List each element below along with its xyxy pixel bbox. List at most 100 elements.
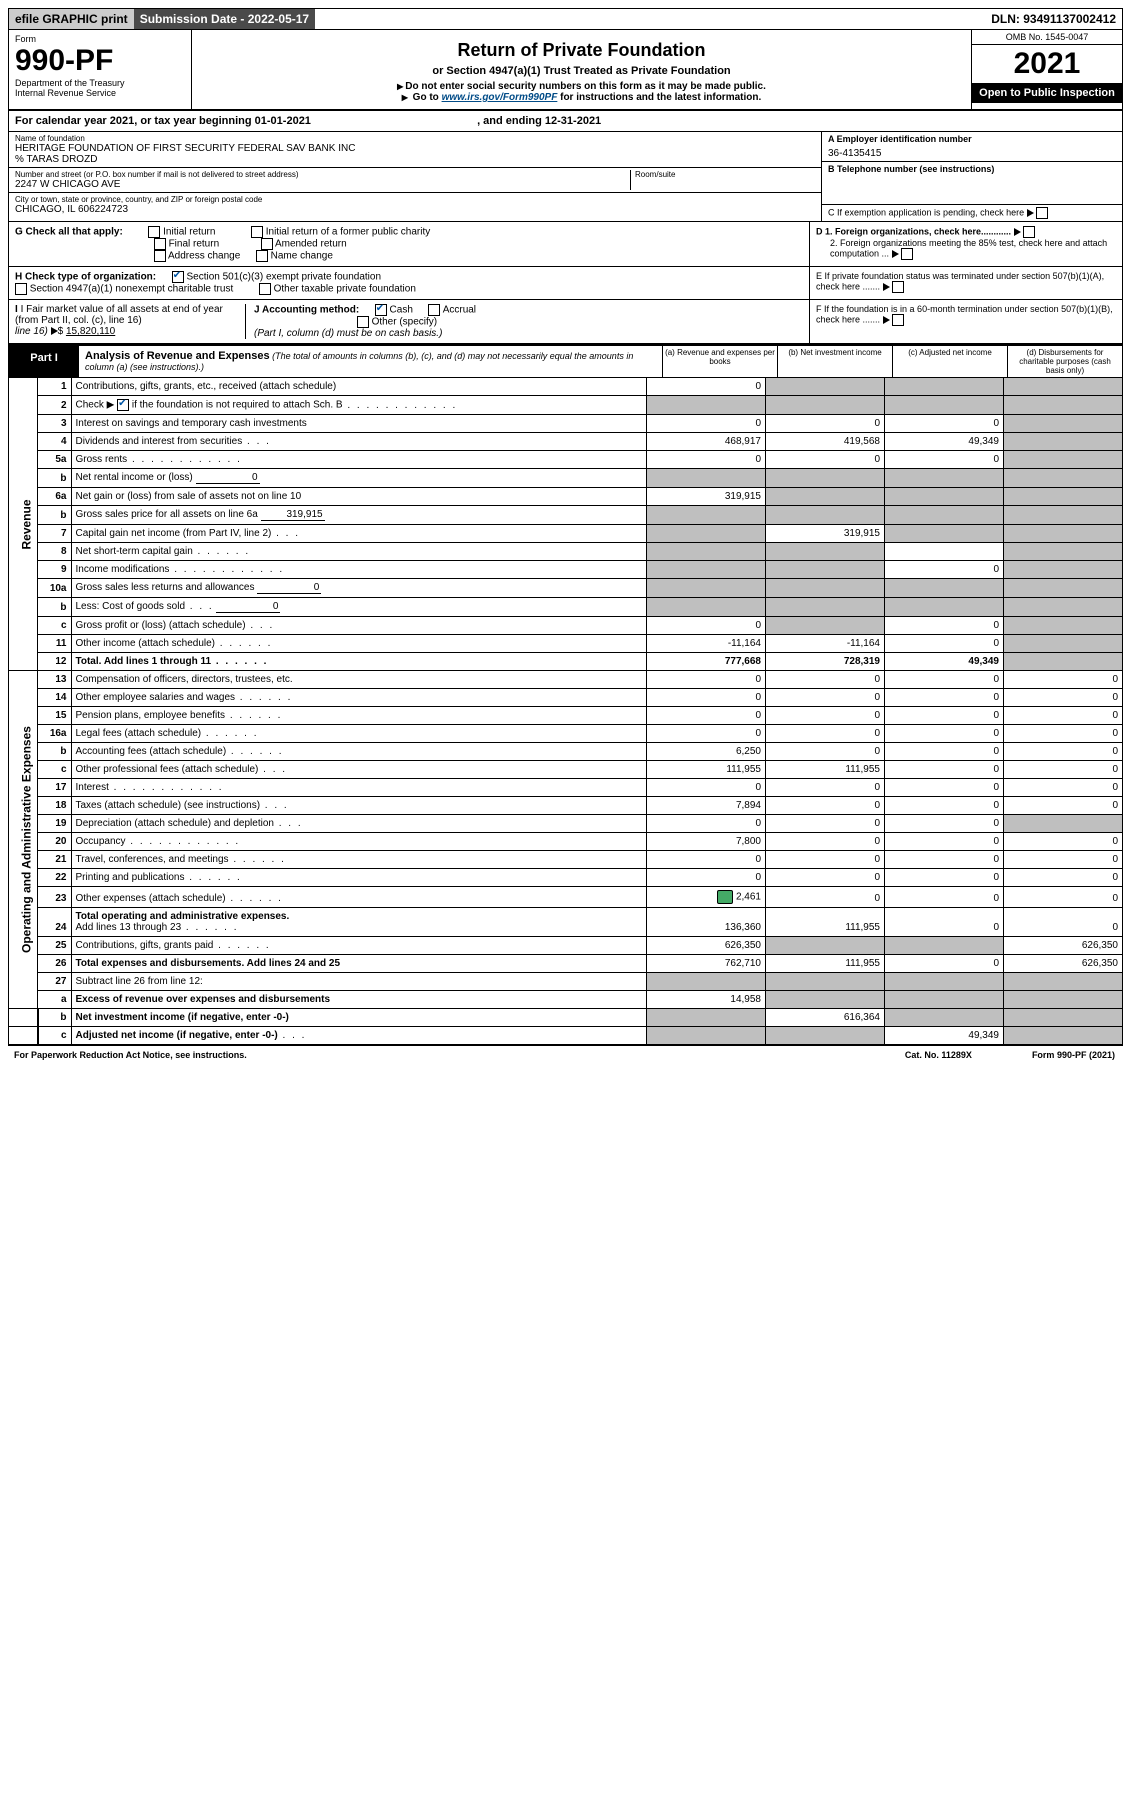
d1-checkbox[interactable] <box>1023 226 1035 238</box>
form-identity: Form 990-PF Department of the Treasury I… <box>9 30 192 109</box>
pending-cell: C If exemption application is pending, c… <box>822 205 1122 221</box>
e-label: E If private foundation status was termi… <box>816 271 1104 291</box>
col-b-header: (b) Net investment income <box>777 346 892 377</box>
city-cell: City or town, state or province, country… <box>9 193 821 217</box>
d2-label: 2. Foreign organizations meeting the 85%… <box>830 238 1107 258</box>
j-note: (Part I, column (d) must be on cash basi… <box>254 328 442 339</box>
h-other-checkbox[interactable] <box>259 283 271 295</box>
g-initial-former-checkbox[interactable] <box>251 226 263 238</box>
col-c-header: (c) Adjusted net income <box>892 346 1007 377</box>
submission-date-label: Submission Date - 2022-05-17 <box>134 9 315 29</box>
row-13: Operating and Administrative Expenses 13… <box>9 671 1122 689</box>
h-label: H Check type of organization: <box>15 272 156 283</box>
row-26: 26Total expenses and disbursements. Add … <box>9 955 1122 973</box>
row-25: 25Contributions, gifts, grants paid 626,… <box>9 937 1122 955</box>
calendar-year-row: For calendar year 2021, or tax year begi… <box>9 111 1122 132</box>
row-6a: 6aNet gain or (loss) from sale of assets… <box>9 488 1122 506</box>
dln: DLN: 93491137002412 <box>985 9 1122 29</box>
form-year-block: OMB No. 1545-0047 2021 Open to Public In… <box>971 30 1122 109</box>
identity-block: Name of foundation HERITAGE FOUNDATION O… <box>9 132 1122 222</box>
form-word: Form <box>15 34 185 44</box>
row-9: 9Income modifications 0 <box>9 561 1122 579</box>
revenue-section-label: Revenue <box>9 378 38 671</box>
row-16c: cOther professional fees (attach schedul… <box>9 761 1122 779</box>
footer-right: Form 990-PF (2021) <box>1032 1050 1115 1060</box>
open-public-badge: Open to Public Inspection <box>972 83 1122 103</box>
f-label: F If the foundation is in a 60-month ter… <box>816 304 1113 324</box>
j-cash-checkbox[interactable] <box>375 304 387 316</box>
row-8: 8Net short-term capital gain <box>9 543 1122 561</box>
row-7: 7Capital gain net income (from Part IV, … <box>9 525 1122 543</box>
f-checkbox[interactable] <box>892 314 904 326</box>
g-amended-return-checkbox[interactable] <box>261 238 273 250</box>
form-subtitle2: Do not enter social security numbers on … <box>198 81 965 92</box>
schb-checkbox[interactable] <box>117 399 129 411</box>
j-label: J Accounting method: <box>254 305 359 316</box>
row-4: 4Dividends and interest from securities … <box>9 433 1122 451</box>
attachment-icon[interactable] <box>717 890 733 904</box>
row-21: 21Travel, conferences, and meetings 0000 <box>9 851 1122 869</box>
form-subtitle3: Go to www.irs.gov/Form990PF for instruct… <box>198 92 965 103</box>
row-17: 17Interest 0000 <box>9 779 1122 797</box>
row-10b: bLess: Cost of goods sold 0 <box>9 598 1122 617</box>
row-18: 18Taxes (attach schedule) (see instructi… <box>9 797 1122 815</box>
row-27c: cAdjusted net income (if negative, enter… <box>9 1027 1122 1045</box>
footer-catno: Cat. No. 11289X <box>905 1050 972 1060</box>
form-number: 990-PF <box>15 44 185 78</box>
efile-label: efile GRAPHIC print <box>9 9 134 29</box>
instructions-link[interactable]: www.irs.gov/Form990PF <box>442 92 558 103</box>
form-container: efile GRAPHIC print Submission Date - 20… <box>8 8 1123 1046</box>
row-27: 27Subtract line 26 from line 12: <box>9 973 1122 991</box>
h-501c3-checkbox[interactable] <box>172 271 184 283</box>
part1-table: Revenue 1 Contributions, gifts, grants, … <box>9 378 1122 1045</box>
row-24: 24Total operating and administrative exp… <box>9 908 1122 937</box>
d1-label: D 1. Foreign organizations, check here..… <box>816 226 1011 236</box>
part1-label: Part I <box>9 346 79 377</box>
page-footer: For Paperwork Reduction Act Notice, see … <box>8 1046 1121 1064</box>
col-a-header: (a) Revenue and expenses per books <box>662 346 777 377</box>
row-27a: aExcess of revenue over expenses and dis… <box>9 991 1122 1009</box>
dept-treasury: Department of the Treasury Internal Reve… <box>15 78 185 98</box>
form-header: Form 990-PF Department of the Treasury I… <box>9 30 1122 111</box>
section-h-e: H Check type of organization: Section 50… <box>9 267 1122 300</box>
g-name-change-checkbox[interactable] <box>256 250 268 262</box>
row-15: 15Pension plans, employee benefits 0000 <box>9 707 1122 725</box>
g-address-change-checkbox[interactable] <box>154 250 166 262</box>
expenses-section-label: Operating and Administrative Expenses <box>9 671 38 1009</box>
j-other-checkbox[interactable] <box>357 316 369 328</box>
row-5b: bNet rental income or (loss) 0 <box>9 469 1122 488</box>
row-27b: bNet investment income (if negative, ent… <box>9 1009 1122 1027</box>
phone-cell: B Telephone number (see instructions) <box>822 162 1122 205</box>
row-2: 2 Check ▶ if the foundation is not requi… <box>9 396 1122 415</box>
row-16a: 16aLegal fees (attach schedule) 0000 <box>9 725 1122 743</box>
row-6b: bGross sales price for all assets on lin… <box>9 506 1122 525</box>
omb-number: OMB No. 1545-0047 <box>972 30 1122 45</box>
j-accrual-checkbox[interactable] <box>428 304 440 316</box>
footer-left: For Paperwork Reduction Act Notice, see … <box>14 1050 247 1060</box>
top-bar: efile GRAPHIC print Submission Date - 20… <box>9 9 1122 30</box>
row-5a: 5aGross rents 000 <box>9 451 1122 469</box>
g-label: G Check all that apply: <box>15 227 123 238</box>
row-11: 11Other income (attach schedule) -11,164… <box>9 635 1122 653</box>
d2-checkbox[interactable] <box>901 248 913 260</box>
form-subtitle1: or Section 4947(a)(1) Trust Treated as P… <box>198 65 965 77</box>
part1-header: Part I Analysis of Revenue and Expenses … <box>9 345 1122 378</box>
form-title: Return of Private Foundation <box>198 40 965 61</box>
e-checkbox[interactable] <box>892 281 904 293</box>
i-value: 15,820,110 <box>66 326 115 337</box>
g-initial-return-checkbox[interactable] <box>148 226 160 238</box>
tax-year: 2021 <box>972 45 1122 83</box>
pending-checkbox[interactable] <box>1036 207 1048 219</box>
h-4947-checkbox[interactable] <box>15 283 27 295</box>
part1-desc: Analysis of Revenue and Expenses (The to… <box>79 346 662 377</box>
row-19: 19Depreciation (attach schedule) and dep… <box>9 815 1122 833</box>
row-10a: 10aGross sales less returns and allowanc… <box>9 579 1122 598</box>
form-title-block: Return of Private Foundation or Section … <box>192 30 971 109</box>
section-i-j-f: I I Fair market value of all assets at e… <box>9 300 1122 345</box>
g-final-return-checkbox[interactable] <box>154 238 166 250</box>
row-23: 23Other expenses (attach schedule) 2,461… <box>9 887 1122 908</box>
address-cell: Number and street (or P.O. box number if… <box>9 168 821 193</box>
row-12: 12Total. Add lines 1 through 11 777,6687… <box>9 653 1122 671</box>
row-22: 22Printing and publications 0000 <box>9 869 1122 887</box>
row-10c: cGross profit or (loss) (attach schedule… <box>9 617 1122 635</box>
